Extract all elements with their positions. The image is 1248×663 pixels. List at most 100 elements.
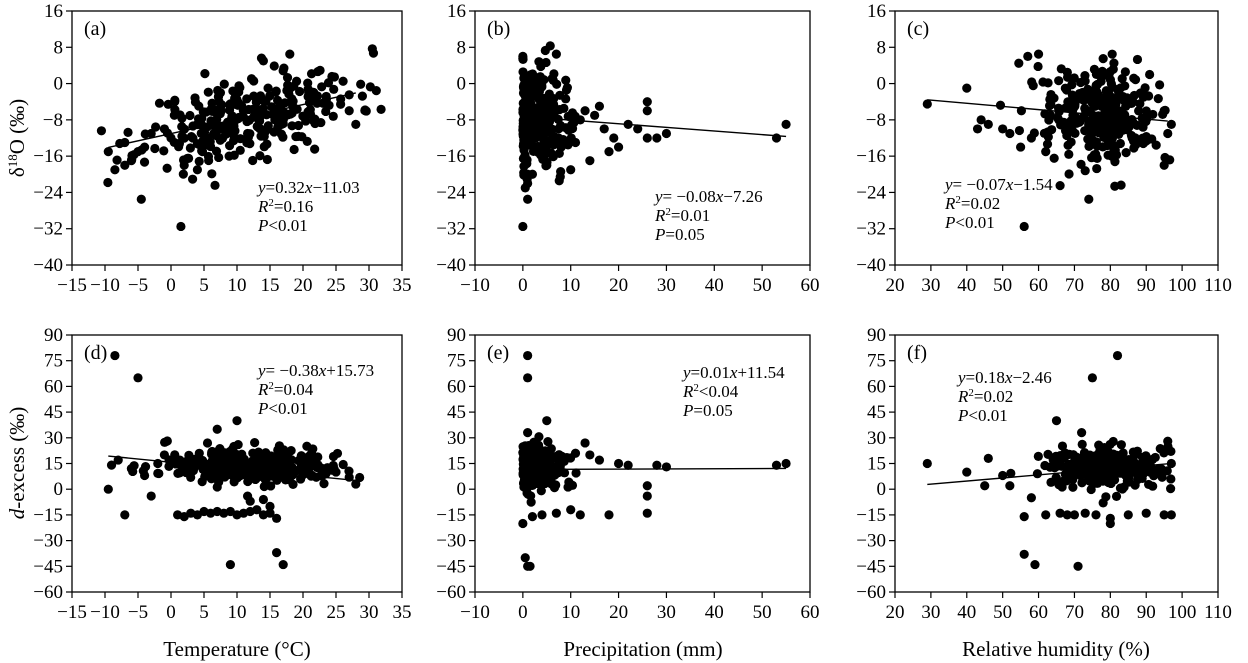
data-point (538, 460, 548, 470)
x-tick-label: 110 (1204, 275, 1232, 296)
data-point (207, 120, 217, 130)
x-tick-label: 110 (1204, 602, 1232, 623)
data-point (1115, 483, 1126, 493)
data-point (204, 467, 215, 477)
data-point (594, 101, 605, 111)
data-point (1155, 444, 1165, 454)
data-point (1051, 451, 1061, 461)
x-tick-label: 30 (921, 275, 940, 296)
data-point (265, 501, 275, 511)
data-point (585, 450, 595, 460)
y-tick-label: −60 (33, 582, 63, 603)
data-point (1163, 128, 1173, 139)
data-point (185, 110, 195, 121)
data-point (1110, 145, 1120, 155)
x-tick-label: 100 (1168, 602, 1197, 623)
data-point (258, 56, 268, 66)
data-point (1120, 67, 1130, 77)
data-point (296, 474, 306, 484)
y-tick-label: −16 (33, 146, 63, 167)
data-point (1084, 194, 1094, 204)
data-point (249, 91, 259, 101)
x-tick-label: 10 (561, 602, 580, 623)
data-points (922, 49, 1176, 232)
data-point (360, 105, 370, 115)
data-point (302, 136, 312, 146)
x-tick-label: −15 (57, 602, 87, 623)
data-point (344, 106, 354, 116)
data-point (534, 146, 544, 156)
data-point (544, 117, 555, 127)
regression-stat: y=0.01x+11.54 (681, 363, 785, 382)
data-point (551, 508, 561, 518)
data-point (771, 460, 782, 470)
data-point (542, 416, 552, 426)
data-point (771, 133, 782, 143)
x-tick-label: 10 (561, 275, 580, 296)
data-point (1141, 132, 1151, 142)
data-point (1113, 451, 1123, 461)
data-point (518, 125, 528, 135)
data-point (1041, 510, 1051, 520)
data-point (580, 438, 590, 448)
data-point (248, 155, 258, 166)
data-point (258, 494, 268, 505)
data-point (1109, 120, 1120, 130)
regression-stat: P<0.01 (944, 213, 995, 232)
data-point (280, 98, 290, 108)
data-point (1005, 128, 1015, 139)
data-point (1128, 136, 1139, 146)
data-point (282, 73, 293, 83)
data-point (140, 142, 150, 152)
data-point (523, 373, 533, 383)
data-point (1057, 441, 1068, 451)
data-point (1091, 91, 1101, 101)
data-point (1068, 450, 1078, 460)
data-point (269, 61, 279, 71)
data-point (220, 454, 231, 464)
data-point (1123, 99, 1133, 109)
data-point (194, 156, 204, 166)
data-point (536, 486, 546, 496)
panel-label: (c) (907, 18, 929, 40)
panel-label: (b) (487, 18, 510, 40)
panel-c: 20 30 40 50 60 70 80 90 100 1101680−8−16−24−32−40… (856, 1, 1232, 296)
data-point (567, 108, 578, 118)
data-point (262, 154, 272, 165)
x-tick-label: 10 (228, 602, 247, 623)
data-point (150, 143, 160, 154)
data-point (154, 98, 165, 108)
data-point (542, 160, 552, 170)
data-point (332, 448, 343, 459)
data-point (1080, 71, 1090, 81)
data-point (301, 116, 311, 126)
data-point (1163, 436, 1173, 446)
data-point (1145, 467, 1155, 477)
data-point (207, 447, 217, 457)
y-tick-label: −16 (436, 146, 466, 167)
x-axis-title: Temperature (°C) (163, 637, 310, 661)
data-point (661, 128, 672, 139)
x-tick-label: 20 (294, 602, 313, 623)
data-point (96, 126, 107, 136)
data-point (277, 119, 287, 129)
data-point (146, 128, 156, 139)
y-tick-label: 90 (44, 325, 63, 346)
data-point (527, 104, 537, 115)
data-point (224, 151, 234, 161)
data-point (540, 468, 550, 478)
data-points (518, 350, 791, 571)
y-axis-title-top: δ18O (‰) (5, 99, 30, 177)
data-point (585, 156, 595, 166)
data-point (1014, 58, 1024, 68)
data-point (1076, 77, 1086, 88)
data-point (172, 457, 182, 467)
data-point (305, 105, 315, 115)
data-point (1102, 133, 1112, 143)
data-point (1092, 122, 1103, 132)
data-point (203, 151, 214, 162)
data-point (1123, 510, 1133, 520)
data-point (1023, 51, 1033, 61)
data-point (1111, 128, 1122, 138)
regression-stat: R2=0.16 (257, 197, 313, 216)
